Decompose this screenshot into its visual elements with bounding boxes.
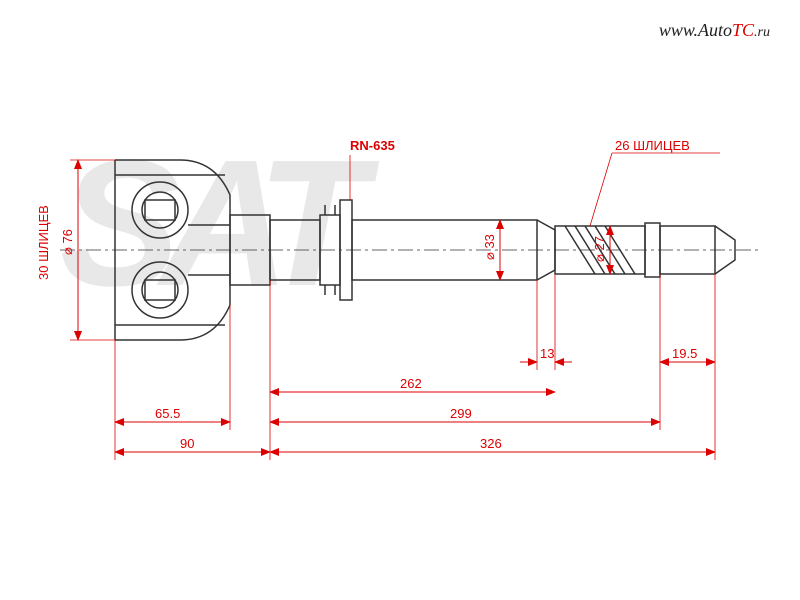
svg-text:299: 299 (450, 406, 472, 421)
svg-text:26 ШЛИЦЕВ: 26 ШЛИЦЕВ (615, 138, 690, 153)
svg-text:90: 90 (180, 436, 194, 451)
dim-19.5: 19.5 (660, 274, 715, 370)
dim-299: 299 (270, 370, 660, 430)
dim-262: 262 (270, 280, 555, 400)
dim-splines-30: 30 ШЛИЦЕВ (36, 205, 51, 280)
part-number: RN-635 (350, 138, 395, 153)
dim-65.5: 65.5 (115, 305, 230, 430)
svg-text:⌀ 33: ⌀ 33 (482, 234, 497, 260)
dim-90: 90 (115, 430, 270, 460)
svg-text:262: 262 (400, 376, 422, 391)
svg-text:⌀ 76: ⌀ 76 (60, 229, 75, 255)
label-splines-26: 26 ШЛИЦЕВ (590, 138, 720, 226)
svg-text:65.5: 65.5 (155, 406, 180, 421)
dim-13: 13 (520, 274, 572, 370)
svg-text:30 ШЛИЦЕВ: 30 ШЛИЦЕВ (36, 205, 51, 280)
svg-text:326: 326 (480, 436, 502, 451)
dim-326: 326 (270, 370, 715, 460)
svg-text:⌀ 27: ⌀ 27 (592, 236, 607, 262)
technical-drawing: ⌀ 76 30 ШЛИЦЕВ ⌀ 33 ⌀ 27 RN-635 26 ШЛИЦЕ… (0, 0, 800, 600)
svg-text:13: 13 (540, 346, 554, 361)
svg-text:19.5: 19.5 (672, 346, 697, 361)
